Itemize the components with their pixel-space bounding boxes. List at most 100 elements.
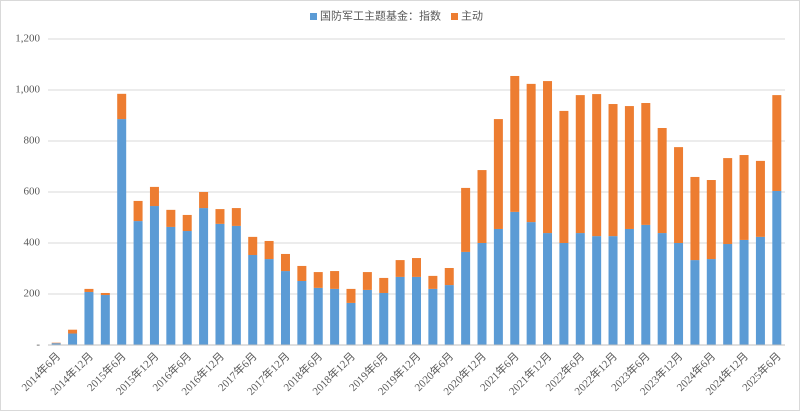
bar-segment	[674, 147, 684, 243]
legend-swatch	[451, 13, 458, 20]
legend-label: 国防军工主题基金：指数	[320, 9, 441, 23]
bar-segment	[84, 288, 94, 292]
bar-segment	[444, 267, 454, 286]
bar-segment	[559, 243, 569, 345]
bar-segment	[706, 259, 716, 345]
bar-segment	[346, 288, 356, 303]
y-tick-label: 1,000	[15, 84, 40, 96]
bar-segment	[84, 291, 94, 345]
bar-segment	[362, 289, 372, 345]
bar-segment	[264, 240, 274, 260]
bar-segment	[68, 333, 78, 345]
bar-segment	[280, 253, 290, 272]
bar-segment	[543, 233, 553, 345]
bar-segment	[739, 155, 749, 240]
bar-segment	[280, 271, 290, 345]
bar-segment	[346, 302, 356, 345]
bar-segment	[412, 258, 421, 277]
bar-segment	[592, 94, 602, 237]
bar-segment	[690, 176, 700, 261]
y-tick-label: -	[36, 339, 40, 351]
bar-segment	[674, 243, 684, 345]
bar-segment	[706, 180, 716, 260]
bar-segment	[215, 209, 225, 224]
bar-segment	[379, 292, 389, 345]
bar-segment	[199, 208, 209, 345]
bar-segment	[231, 225, 241, 345]
bar-segment	[608, 236, 618, 345]
bar-segment	[657, 127, 667, 234]
bar-segment	[755, 160, 765, 237]
bar-segment	[428, 288, 438, 345]
bar-segment	[100, 292, 110, 296]
bar-segment	[608, 104, 618, 237]
bar-segment	[133, 200, 143, 222]
bar-segment	[117, 93, 127, 120]
bar-segment	[772, 190, 782, 345]
bar-segment	[51, 343, 61, 345]
legend-swatch	[310, 13, 317, 20]
bar-segment	[461, 251, 471, 345]
bar-segment	[657, 233, 667, 345]
bar-segment	[526, 83, 536, 223]
bar-segment	[149, 206, 159, 345]
bar-segment	[493, 228, 503, 345]
bar-segment	[199, 192, 209, 209]
bar-segment	[117, 119, 127, 345]
bar-segment	[739, 239, 749, 345]
bar-segment	[100, 295, 110, 345]
bar-segment	[461, 187, 471, 252]
bar-segment	[477, 243, 487, 345]
bar-segment	[297, 265, 307, 281]
bar-segment	[543, 81, 553, 234]
bar-segment	[182, 214, 192, 232]
bar-segment	[592, 236, 602, 345]
bar-segment	[149, 186, 159, 207]
bar-segment	[231, 208, 241, 226]
bar-segment	[248, 254, 258, 345]
y-tick-label: 600	[24, 186, 41, 198]
bar-segment	[68, 329, 78, 334]
y-tick-label: 800	[24, 135, 41, 147]
y-tick-label: 1,200	[15, 33, 40, 45]
bar-segment	[559, 110, 569, 243]
legend-label: 主动	[461, 10, 483, 23]
bar-segment	[641, 103, 651, 225]
bar-segment	[412, 276, 421, 345]
bar-segment	[428, 275, 438, 289]
bar-segment	[395, 276, 405, 345]
bar-segment	[313, 272, 323, 288]
bar-segment	[444, 285, 454, 345]
bar-segment	[215, 223, 225, 345]
bar-segment	[477, 170, 487, 243]
bar-segment	[297, 280, 307, 345]
bar-segment	[379, 277, 389, 293]
y-tick-label: 400	[24, 237, 41, 249]
bar-segment	[772, 95, 782, 191]
bar-segment	[624, 228, 634, 345]
bar-segment	[330, 271, 340, 289]
bar-segment	[51, 342, 61, 344]
bar-segment	[575, 233, 585, 345]
bar-segment	[526, 222, 536, 345]
bar-segment	[723, 158, 733, 245]
bar-segment	[248, 236, 258, 255]
bar-segment	[624, 106, 634, 229]
bar-segment	[575, 95, 585, 234]
bar-segment	[690, 260, 700, 345]
bar-segment	[313, 287, 323, 345]
bar-segment	[166, 209, 176, 227]
bar-segment	[166, 226, 176, 345]
bar-segment	[330, 288, 340, 345]
bar-segment	[641, 224, 651, 345]
bar-segment	[510, 211, 520, 345]
bar-segment	[362, 272, 372, 290]
bar-segment	[133, 221, 143, 345]
bar-segment	[182, 231, 192, 345]
bar-segment	[395, 260, 405, 277]
bar-segment	[264, 259, 274, 345]
bar-segment	[723, 244, 733, 345]
bar-segment	[510, 75, 520, 212]
y-tick-label: 200	[24, 288, 41, 300]
